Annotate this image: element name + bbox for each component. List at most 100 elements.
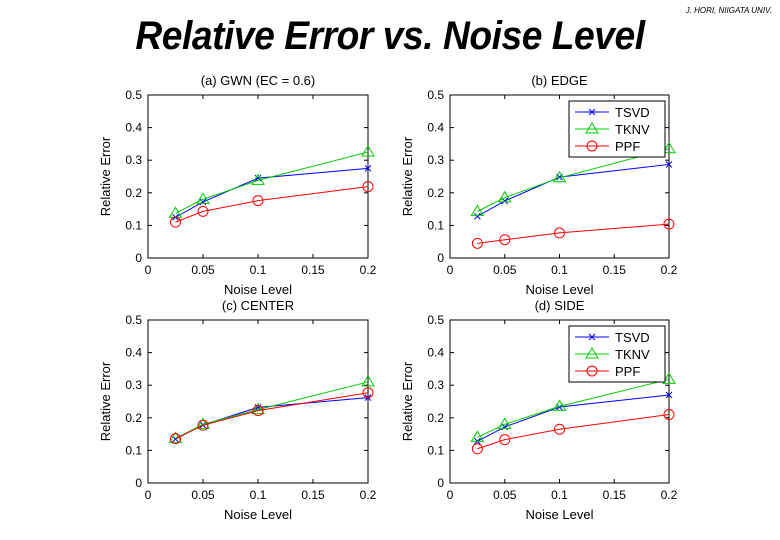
series-line-ppf bbox=[477, 223, 670, 244]
legend-marker-tsvd bbox=[588, 108, 596, 116]
panel-title: (d) SIDE bbox=[535, 298, 585, 313]
series-line-tknv bbox=[175, 151, 369, 214]
data-point-tknv bbox=[662, 141, 676, 154]
y-tick-label: 0.3 bbox=[125, 153, 142, 167]
x-tick-label: 0.2 bbox=[360, 263, 377, 277]
data-point-tknv bbox=[552, 170, 567, 183]
x-tick-label: 0.2 bbox=[360, 488, 377, 502]
chart-panel-4: 0 0.05 0.1 0.15 0.2 0 0.1 0.2 0.3 0.4 0.5 (d) SIDE N… bbox=[400, 298, 678, 522]
x-tick-label: 0.05 bbox=[191, 263, 215, 277]
data-point-ppf bbox=[663, 409, 675, 421]
data-point-ppf bbox=[362, 181, 374, 193]
series-line-ppf bbox=[175, 186, 369, 223]
series-tsvd bbox=[474, 391, 673, 445]
x-tick-label: 0 bbox=[145, 488, 152, 502]
y-tick-label: 0.3 bbox=[427, 153, 444, 167]
chart-panel-2: 0 0.05 0.1 0.15 0.2 0 0.1 0.2 0.3 0.4 0.5 (b) EDGE N… bbox=[400, 73, 678, 297]
series-line-ppf bbox=[175, 392, 369, 440]
y-tick-label: 0.4 bbox=[125, 121, 142, 135]
chart-panel-3: 0 0.05 0.1 0.15 0.2 0 0.1 0.2 0.3 0.4 0.5 (c) CENTE… bbox=[98, 298, 377, 522]
x-tick-label: 0.2 bbox=[661, 488, 678, 502]
data-point-tknv bbox=[196, 192, 210, 204]
x-tick-label: 0.05 bbox=[493, 263, 517, 277]
data-point-ppf bbox=[252, 195, 264, 207]
data-point-tsvd bbox=[474, 212, 481, 220]
data-point-tknv bbox=[470, 430, 485, 442]
data-point-ppf bbox=[471, 237, 483, 249]
series-line-tsvd bbox=[175, 397, 369, 440]
x-tick-label: 0.15 bbox=[603, 488, 627, 502]
series-tsvd bbox=[474, 161, 673, 220]
x-axis-label: Noise Level bbox=[526, 282, 594, 297]
page-title: Relative Error vs. Noise Level bbox=[135, 14, 645, 58]
plot-frame bbox=[147, 319, 369, 484]
data-point-tknv bbox=[168, 206, 183, 218]
data-point-tsvd bbox=[665, 391, 673, 399]
series-line-tsvd bbox=[175, 167, 369, 218]
y-tick-label: 0.2 bbox=[427, 411, 444, 425]
x-tick-label: 0.2 bbox=[661, 263, 678, 277]
data-point-ppf bbox=[554, 423, 565, 435]
y-tick-label: 0.4 bbox=[427, 346, 444, 360]
series-ppf bbox=[471, 409, 675, 455]
legend-box bbox=[568, 325, 666, 383]
series-ppf bbox=[471, 218, 675, 249]
x-tick-label: 0 bbox=[145, 263, 152, 277]
series-tknv bbox=[470, 141, 676, 216]
legend-marker-tknv bbox=[585, 347, 599, 359]
y-axis-label: Relative Error bbox=[400, 136, 415, 216]
data-point-tknv bbox=[497, 417, 512, 429]
y-axis-label: Relative Error bbox=[98, 361, 113, 441]
data-point-ppf bbox=[362, 387, 374, 399]
x-tick-label: 0.1 bbox=[551, 263, 568, 277]
legend-marker-tknv bbox=[585, 122, 599, 134]
x-tick-label: 0.1 bbox=[250, 488, 267, 502]
series-ppf bbox=[170, 387, 374, 445]
data-point-tsvd bbox=[556, 403, 563, 411]
panel-title: (c) CENTER bbox=[222, 298, 294, 313]
legend-label-ppf: PPF bbox=[615, 139, 640, 154]
y-tick-label: 0 bbox=[437, 476, 444, 490]
y-axis-label: Relative Error bbox=[400, 361, 415, 441]
data-point-tknv bbox=[251, 402, 265, 415]
x-tick-label: 0.15 bbox=[301, 263, 325, 277]
legend-marker-ppf bbox=[586, 140, 598, 152]
y-tick-label: 0.4 bbox=[427, 121, 444, 135]
y-axis-label: Relative Error bbox=[98, 136, 113, 216]
data-point-ppf bbox=[252, 405, 264, 417]
y-tick-label: 0 bbox=[135, 251, 142, 265]
x-tick-label: 0.1 bbox=[250, 263, 267, 277]
x-tick-label: 0.15 bbox=[603, 263, 627, 277]
y-tick-label: 0.4 bbox=[125, 346, 142, 360]
series-line-tknv bbox=[477, 378, 670, 438]
legend-label-tsvd: TSVD bbox=[615, 330, 650, 345]
data-point-ppf bbox=[663, 218, 675, 230]
legend-marker-ppf bbox=[586, 365, 598, 377]
data-point-tknv bbox=[552, 399, 567, 411]
y-tick-label: 0.3 bbox=[125, 378, 142, 392]
legend-label-tknv: TKNV bbox=[615, 122, 650, 137]
y-tick-label: 0.5 bbox=[427, 88, 444, 102]
series-line-tsvd bbox=[477, 163, 670, 217]
data-point-ppf bbox=[170, 433, 181, 445]
legend-label-tknv: TKNV bbox=[615, 347, 650, 362]
data-point-ppf bbox=[499, 434, 511, 446]
data-point-tknv bbox=[361, 145, 375, 157]
y-tick-label: 0.5 bbox=[125, 88, 142, 102]
x-tick-label: 0 bbox=[447, 488, 454, 502]
data-point-ppf bbox=[197, 419, 209, 431]
y-tick-label: 0.5 bbox=[427, 313, 444, 327]
data-point-tknv bbox=[361, 374, 375, 387]
series-tsvd bbox=[172, 394, 372, 443]
y-tick-label: 0.1 bbox=[125, 443, 142, 457]
data-point-ppf bbox=[170, 216, 181, 228]
series-tknv bbox=[168, 145, 375, 218]
series-line-tknv bbox=[477, 148, 670, 212]
y-tick-label: 0.2 bbox=[125, 411, 142, 425]
data-point-tknv bbox=[497, 190, 512, 203]
credit-text: J. HORI, NIIGATA UNIV. bbox=[685, 6, 772, 15]
y-tick-label: 0.2 bbox=[427, 186, 444, 200]
y-tick-label: 0.1 bbox=[427, 443, 444, 457]
data-point-tsvd bbox=[364, 164, 372, 172]
